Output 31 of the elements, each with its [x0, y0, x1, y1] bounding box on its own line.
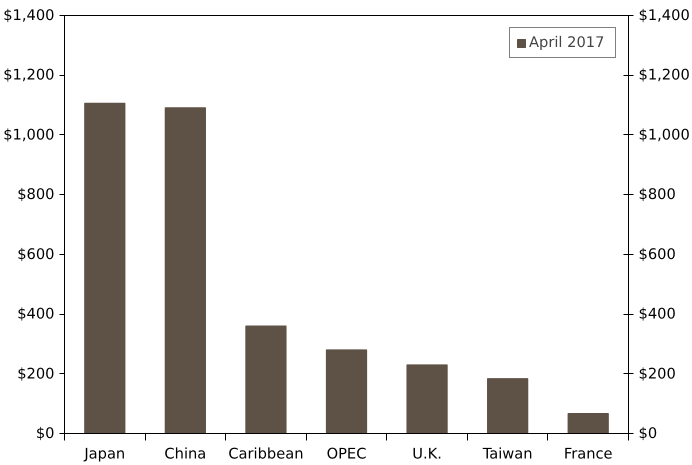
y2-tick-label: $1,400: [638, 7, 690, 24]
y2-tick-label: $600: [638, 246, 676, 263]
bar: [568, 412, 609, 434]
bar: [245, 326, 287, 434]
y-tick-label: $0: [36, 425, 55, 442]
x-tick-label: U.K.: [412, 446, 442, 462]
x-tick-label: Taiwan: [482, 446, 533, 462]
y2-tick-label: $1,200: [638, 66, 690, 84]
bar: [487, 378, 528, 434]
legend-label: April 2017: [529, 34, 606, 51]
bar: [84, 102, 126, 434]
x-tick-label: China: [164, 446, 206, 462]
x-tick-label: OPEC: [326, 446, 366, 462]
y-tick-label: $200: [17, 365, 55, 382]
y-tick-label: $1,200: [3, 66, 55, 84]
y2-tick-label: $200: [638, 365, 676, 382]
y-tick-label: $800: [17, 186, 55, 204]
y-tick-label: $400: [17, 306, 55, 323]
y2-tick-label: $400: [638, 306, 676, 323]
y-tick-label: $600: [17, 246, 55, 263]
x-tick-label: Caribbean: [228, 446, 304, 462]
bar: [164, 107, 206, 434]
y2-tick-label: $800: [638, 186, 676, 204]
x-tick-label: Japan: [83, 446, 126, 462]
y-tick-label: $1,000: [3, 126, 55, 144]
x-tick-label: France: [564, 446, 613, 462]
y2-tick-label: $0: [638, 425, 658, 442]
y-tick-label: $1,400: [3, 7, 55, 24]
bar: [326, 349, 368, 434]
bar: [406, 364, 448, 434]
y2-tick-label: $1,000: [638, 126, 690, 144]
